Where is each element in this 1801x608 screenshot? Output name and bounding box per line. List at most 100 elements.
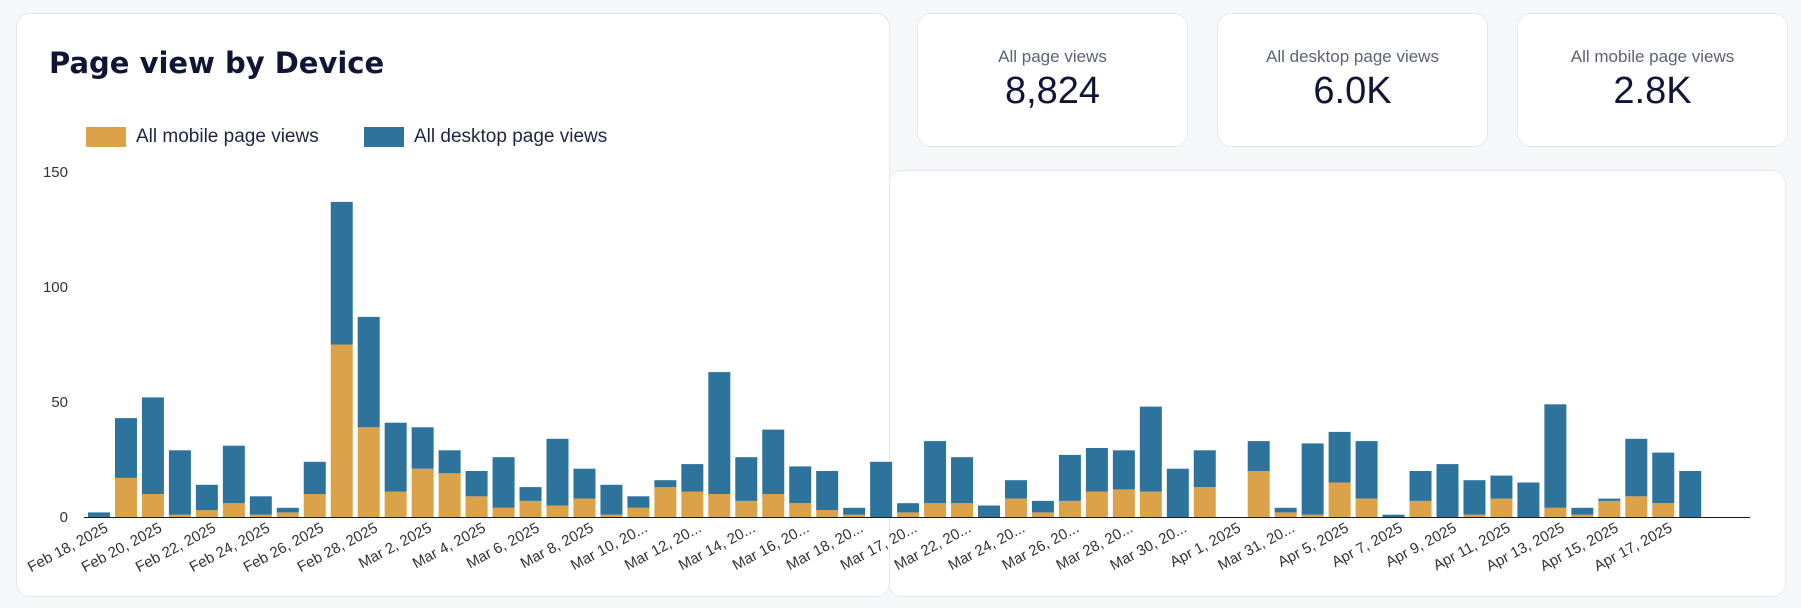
bar-desktop[interactable] [88,512,110,517]
bar-desktop[interactable] [1490,475,1513,499]
bar-desktop[interactable] [1436,464,1459,517]
bar-mobile[interactable] [654,487,677,517]
bar-mobile[interactable] [1544,507,1567,517]
bar-mobile[interactable] [303,494,326,517]
bar-desktop[interactable] [1166,468,1189,517]
bar-mobile[interactable] [1139,491,1162,517]
bar-mobile[interactable] [843,514,866,517]
bar-mobile[interactable] [1598,500,1621,517]
bar-desktop[interactable] [1625,438,1648,497]
bar-mobile[interactable] [1463,514,1486,517]
bar-desktop[interactable] [762,429,785,494]
bar-desktop[interactable] [1463,480,1486,515]
bar-desktop[interactable] [546,438,569,506]
bar-mobile[interactable] [816,510,839,517]
bar-desktop[interactable] [1409,471,1432,501]
bar-desktop[interactable] [1031,500,1054,513]
bar-desktop[interactable] [1139,406,1162,492]
bar-mobile[interactable] [519,500,542,517]
bar-desktop[interactable] [1301,443,1324,515]
bar-desktop[interactable] [1544,404,1567,508]
bar-desktop[interactable] [1085,448,1108,492]
bar-desktop[interactable] [1247,441,1270,471]
bar-desktop[interactable] [249,496,272,515]
bar-desktop[interactable] [1652,452,1675,504]
bar-desktop[interactable] [330,201,353,345]
bar-mobile[interactable] [438,473,461,517]
bar-desktop[interactable] [735,457,758,501]
bar-mobile[interactable] [1247,471,1270,517]
bar-desktop[interactable] [870,461,893,517]
bar-mobile[interactable] [600,514,623,517]
bar-desktop[interactable] [816,471,839,511]
bar-mobile[interactable] [762,494,785,517]
bar-desktop[interactable] [1598,498,1621,501]
legend-item-desktop[interactable]: All desktop page views [364,126,607,148]
bar-mobile[interactable] [1274,512,1297,517]
bar-desktop[interactable] [168,450,191,515]
bar-desktop[interactable] [573,468,596,499]
bar-mobile[interactable] [1328,482,1351,518]
bar-mobile[interactable] [546,505,569,518]
bar-desktop[interactable] [627,496,650,508]
bar-desktop[interactable] [519,487,542,501]
bar-desktop[interactable] [303,461,326,494]
bar-mobile[interactable] [1031,512,1054,517]
bar-mobile[interactable] [897,512,920,517]
bar-desktop[interactable] [114,418,137,478]
bar-mobile[interactable] [276,512,299,517]
bar-desktop[interactable] [1571,507,1594,515]
bar-mobile[interactable] [1193,487,1216,517]
bar-desktop[interactable] [411,427,434,469]
bar-mobile[interactable] [465,496,488,517]
bar-mobile[interactable] [114,477,137,517]
bar-desktop[interactable] [1193,450,1216,488]
bar-desktop[interactable] [978,505,1001,518]
bar-desktop[interactable] [1382,514,1405,517]
bar-mobile[interactable] [141,494,164,517]
bar-mobile[interactable] [249,514,272,517]
bar-mobile[interactable] [708,494,731,517]
bar-desktop[interactable] [492,457,515,508]
bar-desktop[interactable] [897,503,920,513]
bar-mobile[interactable] [681,491,704,517]
bar-mobile[interactable] [1004,498,1027,517]
bar-desktop[interactable] [843,507,866,515]
bar-mobile[interactable] [1301,514,1324,517]
bar-desktop[interactable] [195,484,218,511]
bar-mobile[interactable] [492,507,515,517]
bar-desktop[interactable] [951,457,974,504]
bar-desktop[interactable] [1517,482,1540,518]
bar-mobile[interactable] [1355,498,1378,517]
bar-desktop[interactable] [384,422,407,492]
bar-desktop[interactable] [708,372,731,494]
bar-mobile[interactable] [384,491,407,517]
bar-mobile[interactable] [1058,500,1081,517]
bar-mobile[interactable] [195,510,218,517]
bar-desktop[interactable] [1328,431,1351,483]
bar-mobile[interactable] [357,427,380,517]
bar-desktop[interactable] [465,471,488,497]
bar-mobile[interactable] [1490,498,1513,517]
bar-desktop[interactable] [1355,441,1378,499]
legend-item-mobile[interactable]: All mobile page views [86,126,319,148]
bar-desktop[interactable] [141,397,164,494]
bar-desktop[interactable] [276,507,299,513]
bar-desktop[interactable] [1112,450,1135,490]
bar-mobile[interactable] [1652,503,1675,517]
bar-mobile[interactable] [735,500,758,517]
bar-desktop[interactable] [681,464,704,492]
bar-mobile[interactable] [627,507,650,517]
bar-desktop[interactable] [924,441,947,504]
bar-desktop[interactable] [438,450,461,474]
bar-mobile[interactable] [789,503,812,517]
bar-desktop[interactable] [1274,507,1297,513]
bar-mobile[interactable] [411,468,434,517]
bar-desktop[interactable] [600,484,623,515]
bar-mobile[interactable] [1625,496,1648,517]
bar-mobile[interactable] [1409,500,1432,517]
bar-mobile[interactable] [1112,489,1135,517]
bar-mobile[interactable] [573,498,596,517]
bar-mobile[interactable] [222,503,245,517]
bar-mobile[interactable] [330,344,353,518]
